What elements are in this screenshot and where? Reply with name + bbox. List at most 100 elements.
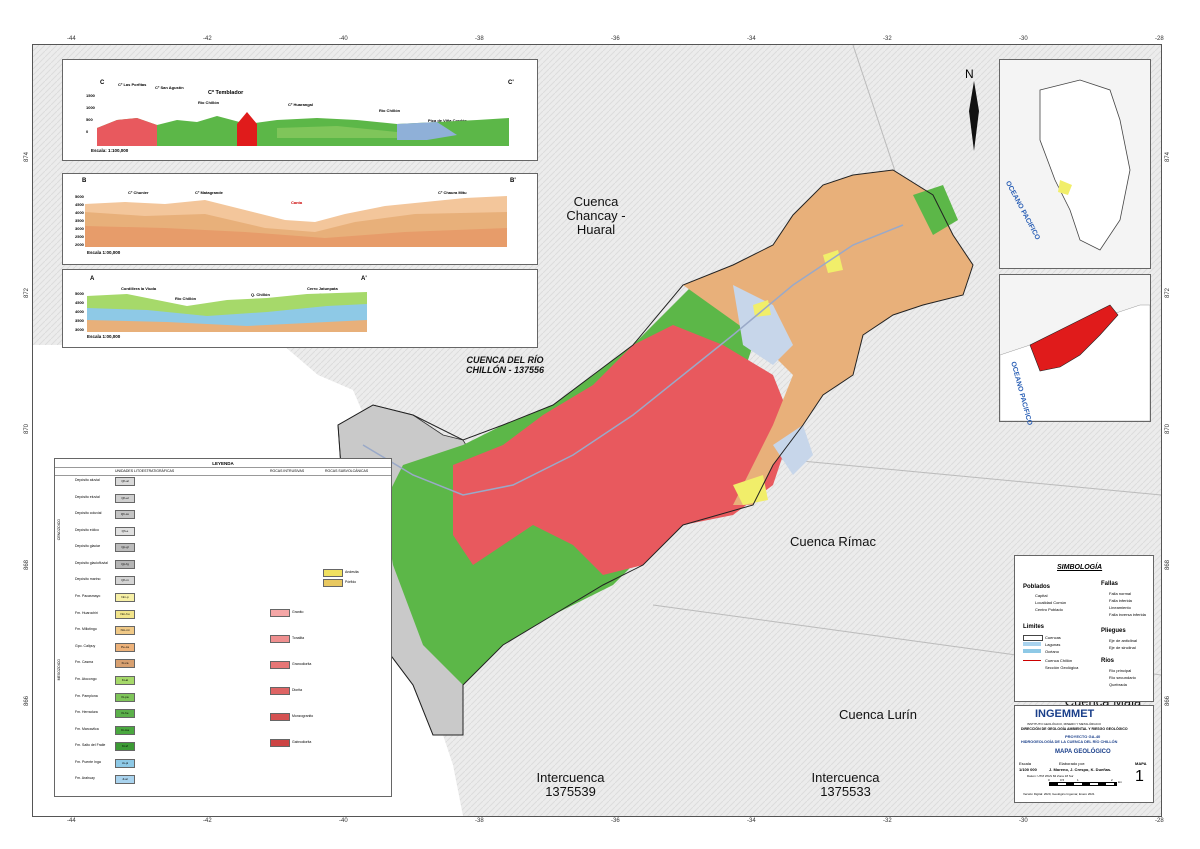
x-tick-label: -30 [1019,36,1028,42]
legend-unit-swatch: Ki-he [115,709,135,719]
section-a-peak-4: Cerro Jatunpata [307,286,338,291]
symbology-fallas-4: Falla inversa inferida [1109,612,1146,617]
x-tick-label: -38 [475,36,484,42]
legend-intrusive-swatch [270,713,290,721]
scale-value: 1/100 000 [1019,767,1037,772]
project-title: HIDROGEOLOGÍA DE LA CUENCA DEL RÍO CHILL… [1021,740,1118,744]
title-block[interactable]: INGEMMET INSTITUTO GEOLÓGICO, MINERO Y M… [1014,705,1154,803]
digital-version: Versión Digital: 2020, Geológico Ingemar… [1023,792,1095,796]
authors-label: Elaborado por: [1059,761,1086,766]
legend-unit-name: Depósito eólico [75,527,99,532]
symbology-limites-4: Cuenca Chillón [1045,658,1073,663]
legend-unit-swatch: Qp-fg [115,559,135,569]
legend-unit-swatch: Js-pi [115,758,135,768]
legend-header-intrusive: ROCAS INTRUSIVAS [270,469,305,473]
legend-unit-name: Fm. Puente Inga [75,759,101,764]
legend-unit-swatch: Ki-sf [115,742,135,752]
scale-bar [1049,782,1117,786]
region-label-lurin: Cuenca Lurín [838,707,918,722]
section-c-peak-6: Río Chillón [379,108,401,113]
legend-unit-name: Depósito coluvial [75,511,102,516]
symbology-pliegues-1: Eje de anticlinal [1109,638,1138,643]
symbology-fallas-1: Falla normal [1109,591,1132,596]
legend-intrusive-name: Diorita [292,688,303,692]
section-c-peak-5: Cº Huarangal [288,102,314,107]
x-tick-label: -32 [883,36,892,42]
y-tick-label: 870 [24,423,31,435]
section-a-start: A [90,276,95,282]
x-tick-label: -28 [1155,36,1164,42]
legend-unit-name: Gpo. Calipuy [75,643,96,648]
legend-unit-swatch: Nm-p [115,593,135,603]
legend-unit-row: Fm. Millotingo Nm-mi [75,626,260,636]
locator-map-peru-svg [1039,79,1131,251]
legend-intrusive-swatch [270,609,290,617]
section-panel-b[interactable]: B B' Escala 1:00,000 Cº Chunier Cº Matag… [62,173,538,265]
section-b-scale: Escala 1:00,000 [87,250,121,255]
section-b-peak-1: Cº Chunier [128,190,149,195]
symbology-limites-1: Cuencas [1045,635,1061,640]
authors: J. Moreno, J. Crespo, K. Dueñas. [1049,767,1112,772]
legend-intrusive-row: Monzogranito [270,713,330,722]
project-code: PROYECTO GA-40 [1065,734,1101,739]
section-b-peak-4: Cº Chaura Mitu [438,190,467,195]
x-tick-label: -38 [475,818,484,824]
map-label: MAPA [1135,761,1147,766]
section-b-peak-3: Canta [291,200,303,205]
legend-panel[interactable]: LEYENDA UNIDADES LITOESTRATIGRÁFICAS ROC… [54,458,392,797]
symbology-poblados-title: Poblados [1023,584,1051,590]
section-b-y-5: 3000 [75,226,84,231]
scale-bar-0: 0 [1048,778,1050,782]
symbology-poblados-1: Capital [1035,593,1048,598]
legend-intrusive-list: Granito Tonalita Granodiorita Diorita Monzog… [270,609,330,789]
legend-unit-name: Depósito eluvial [75,494,100,499]
section-a-y-2: 4500 [75,300,84,305]
legend-unit-name: Fm. Atocongo [75,676,97,681]
symbology-poblados-3: Centro Poblado [1035,607,1063,612]
symbology-panel[interactable]: SIMBOLOGÍA Poblados Capital Localidad Co… [1014,555,1154,702]
symbology-limites-2: Lagunas [1045,642,1061,647]
y-tick-label: 874 [24,151,31,163]
section-a-y-5: 3000 [75,327,84,332]
legend-subvolcanic-name: Pórfido [345,580,357,584]
legend-unit-swatch: Qh-e [115,526,135,536]
legend-unit-row: Depósito marino Qh-m [75,576,260,586]
legend-subvolcanic-swatch [323,569,343,577]
section-panel-a[interactable]: A A' Escala 1:00,000 Cordillera la Viuda… [62,269,538,348]
section-panel-c[interactable]: C C' Escala: 1:100,000 Cº Temblador Cº L… [62,59,538,161]
symbology-limites-3: Océano [1045,649,1060,654]
locator-map-region[interactable]: OCEANO PACIFICO [999,274,1151,426]
section-b-y-2: 4500 [75,202,84,207]
x-tick-label: -42 [203,36,212,42]
legend-unit-row: Depósito glaciar Qp-gl [75,543,260,553]
symbology-title: SIMBOLOGÍA [1057,564,1103,571]
basin-subvolcanic-zone [733,475,768,505]
section-a-y-3: 4000 [75,309,84,314]
section-a-peak-2: Río Chillón [175,296,197,301]
legend-unit-name: Fm. Casma [75,660,94,665]
symbology-fallas-2: Falla inferida [1109,598,1132,603]
map-frame: Cuenca Chancay - Huaral Cuenca Rímac Cue… [32,44,1162,817]
legend-unit-swatch: Pe-ca [115,642,135,652]
legend-unit-name: Depósito aluvial [75,478,100,482]
legend-unit-row: Depósito eluvial Qh-el [75,493,260,503]
legend-unit-name: Fm. Salto del Fraile [75,743,106,748]
institution-logo: INGEMMET [1035,708,1095,720]
symbology-rios-2: Río secundario [1109,675,1136,680]
y-tick-label: 868 [24,559,31,571]
locator-map-peru[interactable]: OCEANO PACIFICO [999,59,1151,269]
x-tick-label: -36 [611,818,620,824]
legend-title: LEYENDA [212,461,234,466]
section-c-profile [97,112,509,146]
scale-bar-unit: km [1118,780,1122,784]
legend-unit-name: Fm. Herradura [75,710,98,715]
section-b-start: B [82,178,87,184]
legend-subvolcanic-list: Andesita Pórfido [323,569,383,599]
y-tick-label: 872 [24,287,31,299]
legend-intrusive-name: Monzogranito [292,714,314,718]
legend-unit-name: Depósito glaciar [75,544,101,549]
locator-basin-highlight [1029,304,1119,372]
legend-unit-row: Fm. Marcavilca Ki-ma [75,725,260,735]
y-tick-label: 866 [1165,695,1172,707]
legend-era-cenozoico: CENOZOICO [57,519,61,541]
